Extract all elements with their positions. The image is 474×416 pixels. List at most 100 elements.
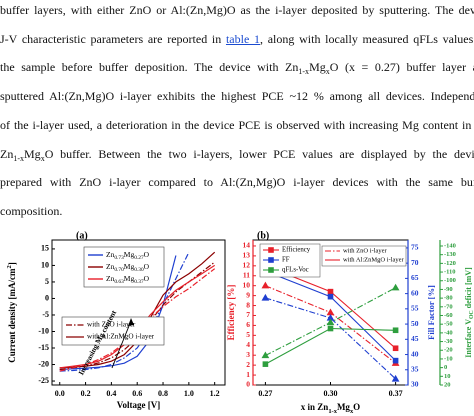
- label-part: OC: [469, 310, 474, 319]
- y3-tick-label: -40: [444, 329, 453, 336]
- text-run: 1-x: [13, 153, 25, 163]
- legend-marker: [268, 267, 274, 273]
- y-tick-label: 3: [246, 350, 250, 359]
- label-part: 0.73: [114, 255, 124, 261]
- y-tick-label: 1: [246, 370, 250, 379]
- x-tick-label: 0.37: [389, 389, 403, 398]
- text-run: Zn: [0, 146, 14, 161]
- data-point: [391, 283, 400, 291]
- data-point: [326, 318, 335, 326]
- text-run: sputtered Al:(Zn,Mg)O i-layer exhibits t…: [0, 89, 474, 104]
- text-run: x: [325, 67, 330, 77]
- data-point: [392, 357, 399, 364]
- label-part: Interface V: [464, 319, 473, 358]
- legend-label: with ZnO i-layer: [343, 247, 388, 254]
- y2-tick-label: 55: [411, 304, 419, 313]
- y2-tick-label: 75: [411, 243, 419, 252]
- text-run: O buffer. Between the two i-layers, lowe…: [44, 146, 474, 161]
- y3-tick-label: -50: [444, 321, 453, 328]
- y-tick-label: 7: [246, 310, 250, 319]
- y-tick-label: 9: [246, 290, 250, 299]
- arrow-shaft: [111, 320, 132, 369]
- y3-tick-label: -130: [444, 251, 456, 258]
- legend-label: with ZnO i-layer: [87, 321, 136, 329]
- label-part: Mg: [124, 250, 135, 259]
- y2-tick-label: 40: [411, 349, 419, 358]
- text-run: x: [40, 153, 45, 163]
- table-link[interactable]: table 1: [225, 31, 261, 46]
- y-tick-label: 5: [45, 277, 49, 286]
- y-tick-label: -15: [38, 343, 49, 352]
- text-run: 1-x: [298, 67, 310, 77]
- text-line: Zn1-xMgxO buffer. Between the two i-laye…: [0, 147, 474, 166]
- label-part: 2: [6, 265, 13, 268]
- text-line: of the i-layer used, a deterioration in …: [0, 118, 474, 132]
- y-tick-label: 0: [45, 293, 49, 302]
- y-tick-label: -25: [38, 376, 49, 385]
- label-part: O: [144, 262, 150, 271]
- panel-label: (a): [76, 230, 88, 241]
- jv-curve: [59, 251, 190, 372]
- label-part: Zn: [106, 250, 115, 259]
- label-part: x in Zn: [301, 402, 329, 412]
- data-point: [261, 351, 270, 359]
- label-part: Mg: [124, 262, 135, 271]
- x-tick-label: 0.27: [258, 389, 272, 398]
- text-line: the sample before buffer deposition. The…: [0, 60, 474, 79]
- data-point: [392, 327, 399, 334]
- label-part: Zn: [106, 262, 115, 271]
- y3-tick-label: -100: [444, 277, 456, 284]
- label-part: Voltage [V]: [117, 400, 160, 410]
- label-part: 0.27: [134, 255, 144, 261]
- data-point: [392, 345, 399, 352]
- series-line: [265, 327, 396, 365]
- legend-box: [61, 316, 165, 346]
- text-line: prepared with ZnO i-layer compared to Al…: [0, 175, 474, 189]
- label-part: 0.37: [134, 279, 144, 285]
- data-point: [261, 293, 270, 301]
- legend-label: with Al:ZnMgO i-layer: [87, 333, 155, 341]
- legend-label: FF: [282, 257, 290, 264]
- y-tick-label: 12: [243, 261, 251, 270]
- x-tick-label: 0.0: [55, 389, 65, 398]
- y2-tick-label: 35: [411, 364, 419, 373]
- data-point: [391, 374, 400, 382]
- label-part: Zn: [106, 274, 115, 283]
- y-tick-label: 15: [41, 244, 49, 253]
- y3-tick-label: -20: [444, 347, 453, 354]
- y2-tick-label: 30: [411, 380, 419, 389]
- x-tick-label: 1.0: [184, 389, 194, 398]
- y2-axis-label: Fill Factor [%]: [426, 285, 436, 340]
- text-run: buffer layers, with either ZnO or Al:(Zn…: [0, 3, 474, 17]
- legend-label: with Al:ZnMgO i-layer: [343, 256, 404, 263]
- y-tick-label: 8: [246, 300, 250, 309]
- label-part: ]: [7, 262, 17, 265]
- y3-axis-label: Interface VOC deficit [mV]: [464, 267, 474, 358]
- legend-label: Zn0.70Mg0.30O: [106, 262, 150, 274]
- legend-box: [321, 245, 407, 267]
- y-tick-label: 10: [243, 280, 251, 289]
- label-part: Efficiency [%]: [226, 285, 236, 341]
- data-point: [327, 288, 334, 295]
- label-part: Mg: [124, 274, 135, 283]
- series-line: [265, 297, 396, 380]
- text-run: J-V characteristic parameters are report…: [0, 31, 226, 46]
- label-part: x: [350, 408, 354, 415]
- y-axis-label: Current density [mA/cm2]: [6, 262, 17, 363]
- y-tick-label: -20: [38, 359, 49, 368]
- data-point: [327, 293, 334, 300]
- label-part: 0.30: [134, 267, 144, 273]
- x-axis-label: Voltage [V]: [117, 400, 160, 410]
- legend-label: Efficiency: [282, 247, 311, 254]
- legend-marker: [268, 257, 274, 263]
- y2-tick-label: 50: [411, 319, 419, 328]
- text-run: the sample before buffer deposition. The…: [0, 60, 299, 75]
- plot-frame: [51, 239, 226, 386]
- data-point: [327, 325, 334, 332]
- panel-label: (b): [257, 230, 269, 241]
- series-line: [265, 265, 396, 349]
- data-point: [326, 308, 335, 316]
- x-tick-label: 0.8: [158, 389, 168, 398]
- legend-label: Zn0.63Mg0.37O: [106, 274, 150, 286]
